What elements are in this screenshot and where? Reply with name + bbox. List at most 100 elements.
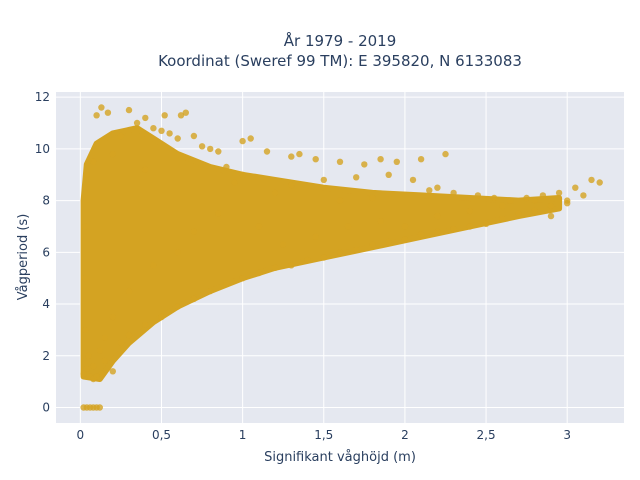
scatter-point: [93, 373, 100, 380]
y-axis-ticks: 0 2 4 6 8 10 12: [35, 90, 50, 414]
scatter-point: [572, 184, 579, 191]
scatter-point: [125, 331, 133, 339]
scatter-point: [82, 223, 89, 230]
scatter-point: [547, 212, 555, 220]
scatter-point: [401, 223, 409, 230]
scatter-point: [385, 238, 392, 246]
scatter-point: [466, 207, 473, 215]
scatter-point: [401, 236, 409, 243]
scatter-point: [280, 241, 287, 248]
scatter-point: [353, 246, 360, 253]
scatter-point: [142, 114, 149, 122]
scatter-point: [182, 109, 189, 116]
scatter-point: [125, 106, 133, 114]
scatter-point: [82, 326, 89, 334]
scatter-point: [588, 176, 595, 184]
scatter-point: [369, 241, 376, 248]
scatter-point: [133, 119, 141, 127]
scatter-point: [150, 125, 157, 132]
scatter-point: [555, 189, 563, 197]
scatter-point: [101, 334, 108, 341]
scatter-point: [247, 135, 254, 142]
scatter-point: [93, 112, 100, 119]
scatter-point: [90, 158, 97, 165]
scatter-point: [409, 176, 417, 184]
scatter-point: [515, 210, 522, 217]
y-tick-label: 10: [35, 142, 50, 156]
scatter-point: [377, 156, 384, 163]
scatter-point: [83, 365, 91, 372]
scatter-point: [239, 137, 246, 145]
scatter-point: [393, 158, 400, 165]
scatter-point: [531, 207, 538, 215]
scatter-point: [417, 156, 425, 163]
scatter-point: [231, 179, 238, 186]
scatter-point: [104, 109, 112, 116]
scatter-point: [320, 176, 327, 184]
x-tick-label: 1: [239, 428, 247, 442]
scatter-point: [223, 280, 230, 287]
scatter-point: [507, 197, 514, 204]
scatter-point: [336, 249, 344, 256]
scatter-point: [85, 352, 92, 359]
scatter-point: [271, 264, 279, 271]
scatter-point: [142, 321, 149, 328]
scatter-density-cloud: [80, 125, 563, 382]
scatter-point: [450, 189, 457, 197]
scatter-point: [499, 215, 506, 222]
scatter-point: [158, 127, 165, 134]
scatter-point: [547, 202, 555, 209]
y-tick-label: 4: [42, 297, 50, 311]
chart-title-line1: År 1979 - 2019: [284, 31, 397, 50]
scatter-point: [215, 210, 222, 217]
scatter-point: [304, 256, 311, 264]
scatter-point: [101, 357, 108, 365]
scatter-point: [523, 194, 530, 202]
scatter-point: [426, 187, 433, 194]
scatter-points: [80, 104, 603, 411]
scatter-point: [312, 233, 319, 240]
scatter-point: [263, 148, 271, 155]
x-tick-label: 3: [563, 428, 571, 442]
scatter-point: [344, 223, 352, 230]
scatter-point: [377, 218, 384, 225]
scatter-point: [174, 135, 181, 142]
scatter-point: [190, 132, 198, 140]
scatter-point: [117, 132, 125, 140]
scatter-point: [434, 228, 441, 235]
scatter-point: [482, 220, 490, 228]
scatter-point: [223, 163, 230, 171]
scatter-point: [239, 275, 246, 282]
scatter-point: [82, 275, 89, 282]
scatter-point: [271, 189, 279, 197]
scatter-point: [353, 174, 360, 181]
scatter-point: [158, 313, 165, 321]
scatter-point: [255, 223, 263, 230]
scatter-density-region: [80, 125, 563, 382]
scatter-point: [442, 150, 449, 158]
scatter-point: [98, 104, 105, 111]
scatter-point: [312, 156, 319, 163]
scatter-point: [531, 197, 538, 204]
scatter-point: [207, 145, 214, 153]
scatter-point: [190, 228, 198, 235]
scatter-point: [125, 287, 133, 295]
x-tick-label: 0: [77, 428, 85, 442]
scatter-point: [288, 181, 295, 189]
scatter-point: [109, 150, 117, 158]
scatter-point: [83, 171, 91, 178]
scatter-point: [109, 313, 117, 321]
y-tick-label: 12: [35, 90, 50, 104]
scatter-point: [90, 362, 97, 370]
scatter-point: [174, 303, 181, 310]
scatter-point: [434, 212, 441, 220]
scatter-point: [255, 269, 263, 277]
scatter-point: [596, 179, 603, 186]
y-tick-label: 8: [42, 194, 50, 208]
scatter-point: [80, 370, 87, 378]
y-axis-label: Vågperiod (s): [16, 214, 31, 301]
scatter-point: [177, 112, 185, 119]
x-axis-ticks: 0 0,5 1 1,5 2 2,5 3: [77, 428, 571, 442]
x-tick-label: 2,5: [477, 428, 496, 442]
